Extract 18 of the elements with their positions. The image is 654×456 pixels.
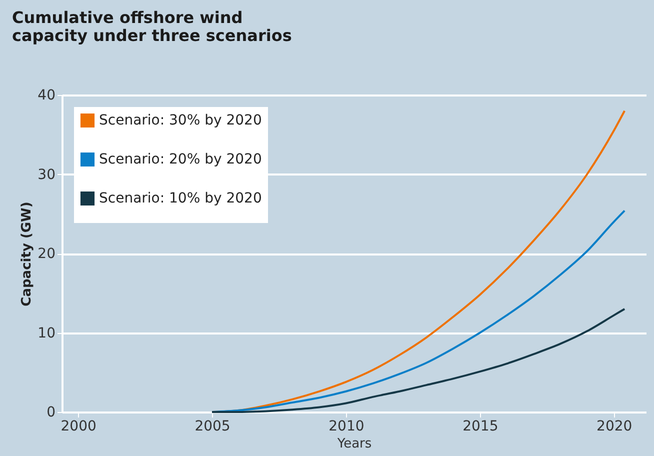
legend-label: Scenario: 30% by 2020 [99, 112, 262, 128]
x-tick-label: 2015 [462, 418, 498, 434]
x-axis-title: Years [336, 436, 372, 452]
x-tick-label: 2010 [328, 418, 364, 434]
legend-label: Scenario: 10% by 2020 [99, 190, 262, 206]
y-tick-label: 40 [38, 88, 56, 104]
y-tick-label: 20 [38, 246, 56, 262]
text: Cumulative offshore wind [12, 8, 243, 27]
y-tick-label: 30 [38, 166, 56, 183]
x-tick-label: 2000 [60, 418, 96, 434]
y-tick-label: 0 [46, 404, 56, 420]
x-tick-label: 2020 [596, 418, 632, 434]
y-tick-label: 10 [38, 325, 56, 342]
line-series [211, 308, 626, 413]
y-axis-title: Capacity (GW) [20, 202, 35, 306]
x-tick-label: 2005 [194, 418, 230, 434]
text: capacity under three scenarios [12, 26, 292, 45]
legend-label: Scenario: 20% by 2020 [99, 152, 262, 168]
